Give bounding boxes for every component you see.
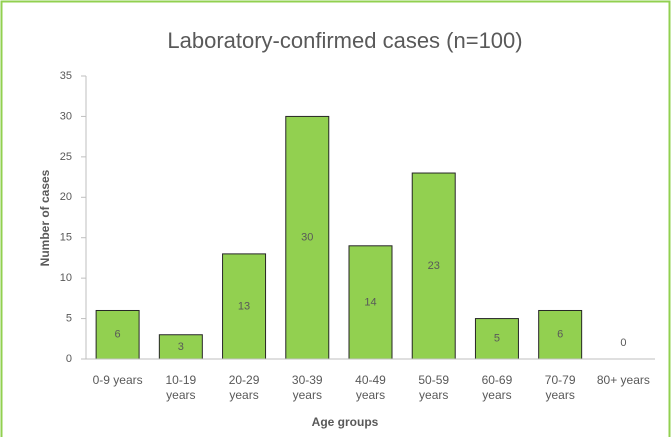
data-label: 6: [557, 329, 563, 341]
y-tick-label: 15: [60, 232, 72, 244]
x-axis-label: Age groups: [312, 415, 379, 429]
y-tick-label: 0: [66, 353, 72, 365]
y-tick-label: 35: [60, 70, 72, 82]
x-tick-label: 30-39 years: [291, 373, 323, 402]
bar: [95, 309, 140, 360]
x-tick-label: 10-19 years: [165, 373, 197, 402]
data-label: 0: [620, 337, 626, 349]
data-label: 13: [238, 300, 250, 312]
y-tick-label: 5: [66, 312, 72, 324]
y-tick-label: 20: [60, 191, 72, 203]
data-label: 30: [301, 232, 313, 244]
data-label: 23: [428, 260, 440, 272]
y-tick-label: 10: [60, 272, 72, 284]
y-tick-label: 30: [60, 110, 72, 122]
x-tick-label: 60-69 years: [481, 373, 513, 402]
data-label: 14: [364, 296, 376, 308]
x-tick-label: 50-59 years: [418, 373, 450, 402]
y-axis-label: Number of cases: [38, 169, 52, 266]
x-tick-label: 70-79 years: [544, 373, 576, 402]
data-label: 5: [494, 333, 500, 345]
y-tick-label: 25: [60, 151, 72, 163]
data-label: 3: [178, 341, 184, 353]
x-tick-label: 0-9 years: [92, 373, 143, 387]
x-tick-label: 80+ years: [596, 373, 650, 387]
chart-title: Laboratory-confirmed cases (n=100): [167, 28, 522, 53]
bar: [411, 172, 456, 360]
bar: [538, 309, 583, 360]
x-tick-label: 20-29 years: [228, 373, 260, 402]
x-tick-label: 40-49 years: [355, 373, 386, 402]
bar: [474, 318, 519, 360]
data-label: 6: [115, 329, 121, 341]
